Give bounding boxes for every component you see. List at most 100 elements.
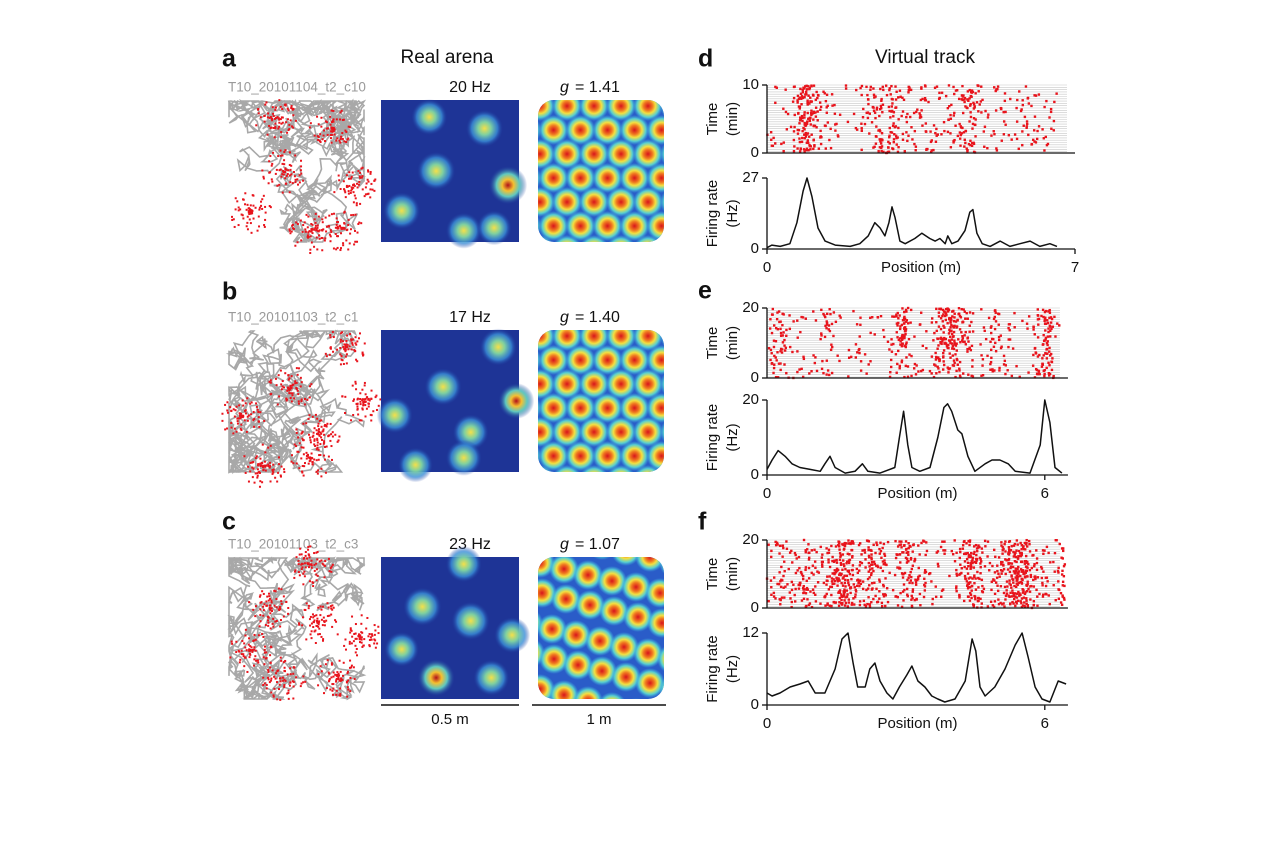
spike-dot — [258, 425, 261, 428]
spike-dot — [282, 679, 285, 682]
spike-dot — [242, 217, 245, 220]
spike-dot — [239, 414, 242, 417]
gridness-value: = 1.41 — [575, 79, 620, 96]
spike-dot — [326, 659, 329, 662]
spike — [807, 85, 810, 88]
rate-field — [488, 166, 528, 205]
spike — [1047, 330, 1050, 334]
spike — [895, 331, 898, 334]
ac-peak — [573, 812, 603, 842]
spike — [1022, 545, 1025, 548]
spike-dot — [373, 624, 376, 627]
spike — [923, 96, 927, 100]
spike — [1032, 585, 1036, 588]
spike-dot — [250, 646, 253, 649]
spike — [1061, 557, 1064, 560]
spike — [984, 545, 987, 548]
spike-dot — [296, 183, 299, 186]
spike — [907, 576, 910, 579]
spike-dot — [267, 599, 270, 602]
spike — [1061, 549, 1065, 553]
spike — [876, 316, 879, 319]
spike — [1011, 600, 1014, 604]
spike-dot — [251, 476, 254, 479]
spike-dot — [287, 129, 290, 132]
spike — [804, 317, 807, 320]
spike — [1023, 575, 1027, 578]
spike-dot — [313, 563, 316, 566]
ac-peak — [693, 716, 723, 746]
spike — [1050, 368, 1054, 372]
ac-peak — [485, 259, 515, 289]
ac-peak — [419, 740, 449, 770]
spike — [901, 334, 904, 337]
spike — [1015, 137, 1019, 141]
spike — [772, 324, 776, 327]
spike — [968, 120, 971, 123]
spike-dot — [315, 579, 318, 582]
spike — [1042, 552, 1045, 556]
ac-peak — [728, 489, 758, 519]
spike-dot — [252, 608, 255, 611]
spike — [799, 116, 802, 119]
spike — [953, 312, 956, 315]
spike — [1027, 371, 1030, 374]
spike-dot — [344, 191, 347, 194]
spike — [949, 341, 952, 344]
spike — [974, 597, 977, 601]
spike — [790, 549, 793, 553]
spike — [777, 582, 781, 586]
ac-peak — [719, 500, 749, 530]
spike-dot — [273, 604, 276, 607]
spike-dot — [349, 333, 352, 336]
spike — [1011, 347, 1015, 350]
spike — [983, 539, 987, 543]
spike — [1048, 116, 1051, 119]
spike — [993, 86, 996, 89]
spike-dot — [323, 564, 326, 567]
spike — [971, 122, 975, 126]
spike — [900, 540, 903, 543]
spike — [841, 553, 845, 556]
spike-dot — [343, 189, 346, 192]
spike-dot — [266, 595, 269, 598]
spike-dot — [230, 426, 233, 429]
spike-dot — [347, 218, 350, 221]
spike — [788, 314, 791, 317]
spike-dot — [364, 400, 367, 403]
spike-dot — [263, 603, 266, 606]
spike — [782, 574, 785, 578]
spike — [925, 549, 929, 553]
spike — [821, 553, 824, 556]
spike-dot — [329, 115, 332, 118]
spike — [1020, 605, 1024, 609]
spike — [827, 558, 830, 561]
spike-dot — [342, 244, 345, 247]
spike-dot — [377, 625, 380, 628]
spike-dot — [249, 653, 252, 656]
spike — [974, 588, 978, 591]
spike — [950, 103, 953, 107]
spike-dot — [251, 466, 254, 469]
spike — [921, 344, 925, 347]
spike — [1022, 572, 1025, 576]
spike-dot — [248, 652, 251, 655]
ac-peak — [755, 163, 785, 193]
spike — [986, 146, 989, 150]
spike — [1007, 326, 1010, 330]
spike — [951, 347, 954, 350]
spike — [830, 93, 834, 96]
spike — [1054, 598, 1057, 602]
spike-dot — [356, 340, 359, 343]
spike-dot — [315, 568, 318, 571]
spike-dot — [330, 565, 333, 568]
spike-dot — [316, 617, 319, 620]
spike — [801, 586, 805, 590]
spike — [1028, 590, 1032, 593]
spike — [802, 357, 806, 361]
spike — [961, 547, 965, 550]
spike — [1051, 325, 1055, 328]
spike — [944, 312, 948, 315]
spike-dot — [269, 379, 272, 382]
spike-dot — [233, 427, 236, 430]
